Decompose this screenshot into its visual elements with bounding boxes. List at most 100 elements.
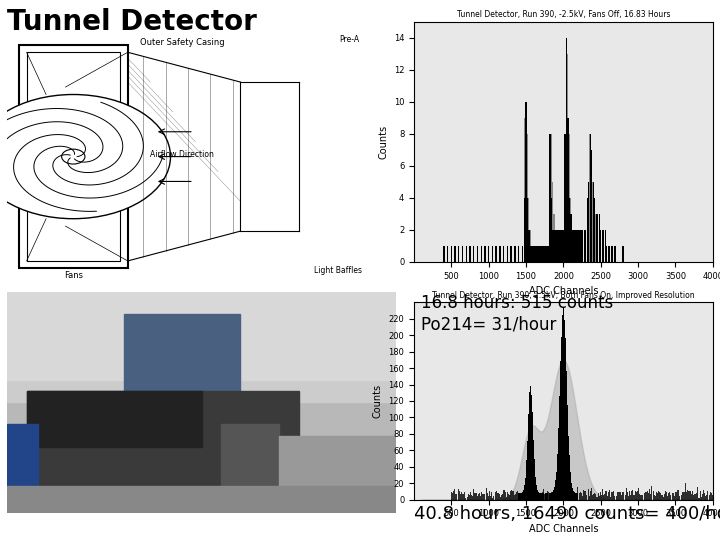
- Bar: [528, 230, 530, 262]
- Bar: [451, 246, 452, 262]
- Text: 16.8 hours: 515 counts: 16.8 hours: 515 counts: [421, 294, 613, 312]
- Bar: [606, 246, 608, 262]
- Bar: [27, 391, 299, 513]
- Bar: [464, 492, 465, 500]
- Bar: [526, 134, 528, 262]
- Bar: [453, 491, 454, 500]
- Bar: [526, 490, 527, 500]
- Bar: [537, 246, 539, 262]
- Bar: [616, 491, 618, 500]
- Bar: [466, 246, 467, 262]
- Bar: [672, 493, 674, 500]
- Bar: [586, 495, 588, 500]
- Bar: [553, 214, 554, 262]
- Bar: [640, 495, 642, 500]
- Bar: [533, 489, 534, 500]
- Bar: [551, 198, 552, 262]
- Bar: [561, 493, 562, 500]
- Bar: [675, 492, 676, 500]
- Bar: [529, 492, 531, 500]
- Bar: [457, 489, 459, 500]
- Bar: [480, 246, 482, 262]
- Text: Light Baffles: Light Baffles: [314, 266, 361, 275]
- Bar: [544, 494, 545, 500]
- Bar: [531, 493, 533, 500]
- Bar: [664, 494, 665, 500]
- Bar: [566, 53, 568, 262]
- Bar: [685, 483, 686, 500]
- Bar: [499, 494, 500, 500]
- Bar: [534, 246, 536, 262]
- Bar: [668, 492, 670, 500]
- Bar: [493, 496, 495, 500]
- Bar: [629, 491, 630, 500]
- Bar: [638, 488, 639, 500]
- Bar: [455, 494, 456, 500]
- Bar: [519, 494, 521, 500]
- Text: Airflow Direction: Airflow Direction: [150, 150, 214, 159]
- Bar: [588, 182, 590, 262]
- Bar: [549, 494, 551, 500]
- Bar: [599, 496, 600, 500]
- Bar: [521, 496, 523, 500]
- Bar: [542, 246, 543, 262]
- Bar: [704, 493, 705, 500]
- Bar: [535, 491, 536, 500]
- Bar: [505, 497, 507, 500]
- Bar: [539, 498, 541, 500]
- Bar: [539, 246, 540, 262]
- Bar: [471, 495, 472, 500]
- Title: Tunnel Detector, Run 390, -2.5kV, Fans Off, 16.83 Hours: Tunnel Detector, Run 390, -2.5kV, Fans O…: [456, 10, 670, 19]
- Bar: [514, 246, 516, 262]
- Bar: [630, 495, 631, 500]
- Bar: [576, 493, 577, 500]
- Bar: [556, 494, 557, 500]
- Bar: [626, 492, 628, 500]
- Bar: [511, 490, 513, 500]
- Bar: [536, 246, 537, 262]
- Bar: [485, 488, 487, 500]
- Bar: [611, 492, 612, 500]
- Bar: [482, 495, 483, 500]
- Bar: [469, 495, 470, 500]
- Bar: [696, 492, 697, 500]
- Bar: [652, 491, 654, 500]
- Bar: [577, 487, 578, 500]
- Bar: [558, 230, 559, 262]
- Bar: [470, 492, 471, 500]
- Bar: [545, 495, 546, 500]
- Bar: [554, 230, 555, 262]
- Bar: [500, 497, 501, 500]
- Bar: [582, 230, 583, 262]
- Bar: [516, 492, 517, 500]
- Bar: [508, 494, 509, 500]
- Bar: [622, 492, 624, 500]
- Bar: [606, 496, 608, 500]
- Bar: [543, 489, 544, 500]
- Bar: [591, 150, 593, 262]
- Bar: [590, 166, 592, 262]
- Bar: [680, 495, 682, 500]
- Text: 40.8 hours, 16490 counts= 400/hour: 40.8 hours, 16490 counts= 400/hour: [414, 505, 720, 523]
- Bar: [611, 246, 612, 262]
- Bar: [553, 490, 554, 500]
- Bar: [594, 198, 595, 262]
- Bar: [583, 490, 584, 500]
- Bar: [564, 134, 566, 262]
- Bar: [710, 492, 711, 500]
- Bar: [592, 182, 593, 262]
- Bar: [7, 487, 396, 513]
- Bar: [657, 494, 658, 500]
- Bar: [715, 498, 716, 500]
- Bar: [647, 491, 648, 500]
- Text: Outer Safety Casing: Outer Safety Casing: [140, 38, 225, 47]
- Bar: [595, 214, 596, 262]
- Bar: [662, 497, 664, 500]
- Bar: [600, 230, 601, 262]
- Bar: [639, 494, 640, 500]
- Bar: [477, 246, 478, 262]
- Bar: [473, 489, 474, 500]
- Bar: [488, 246, 490, 262]
- Bar: [615, 246, 616, 262]
- Text: Pre-A: Pre-A: [339, 35, 359, 44]
